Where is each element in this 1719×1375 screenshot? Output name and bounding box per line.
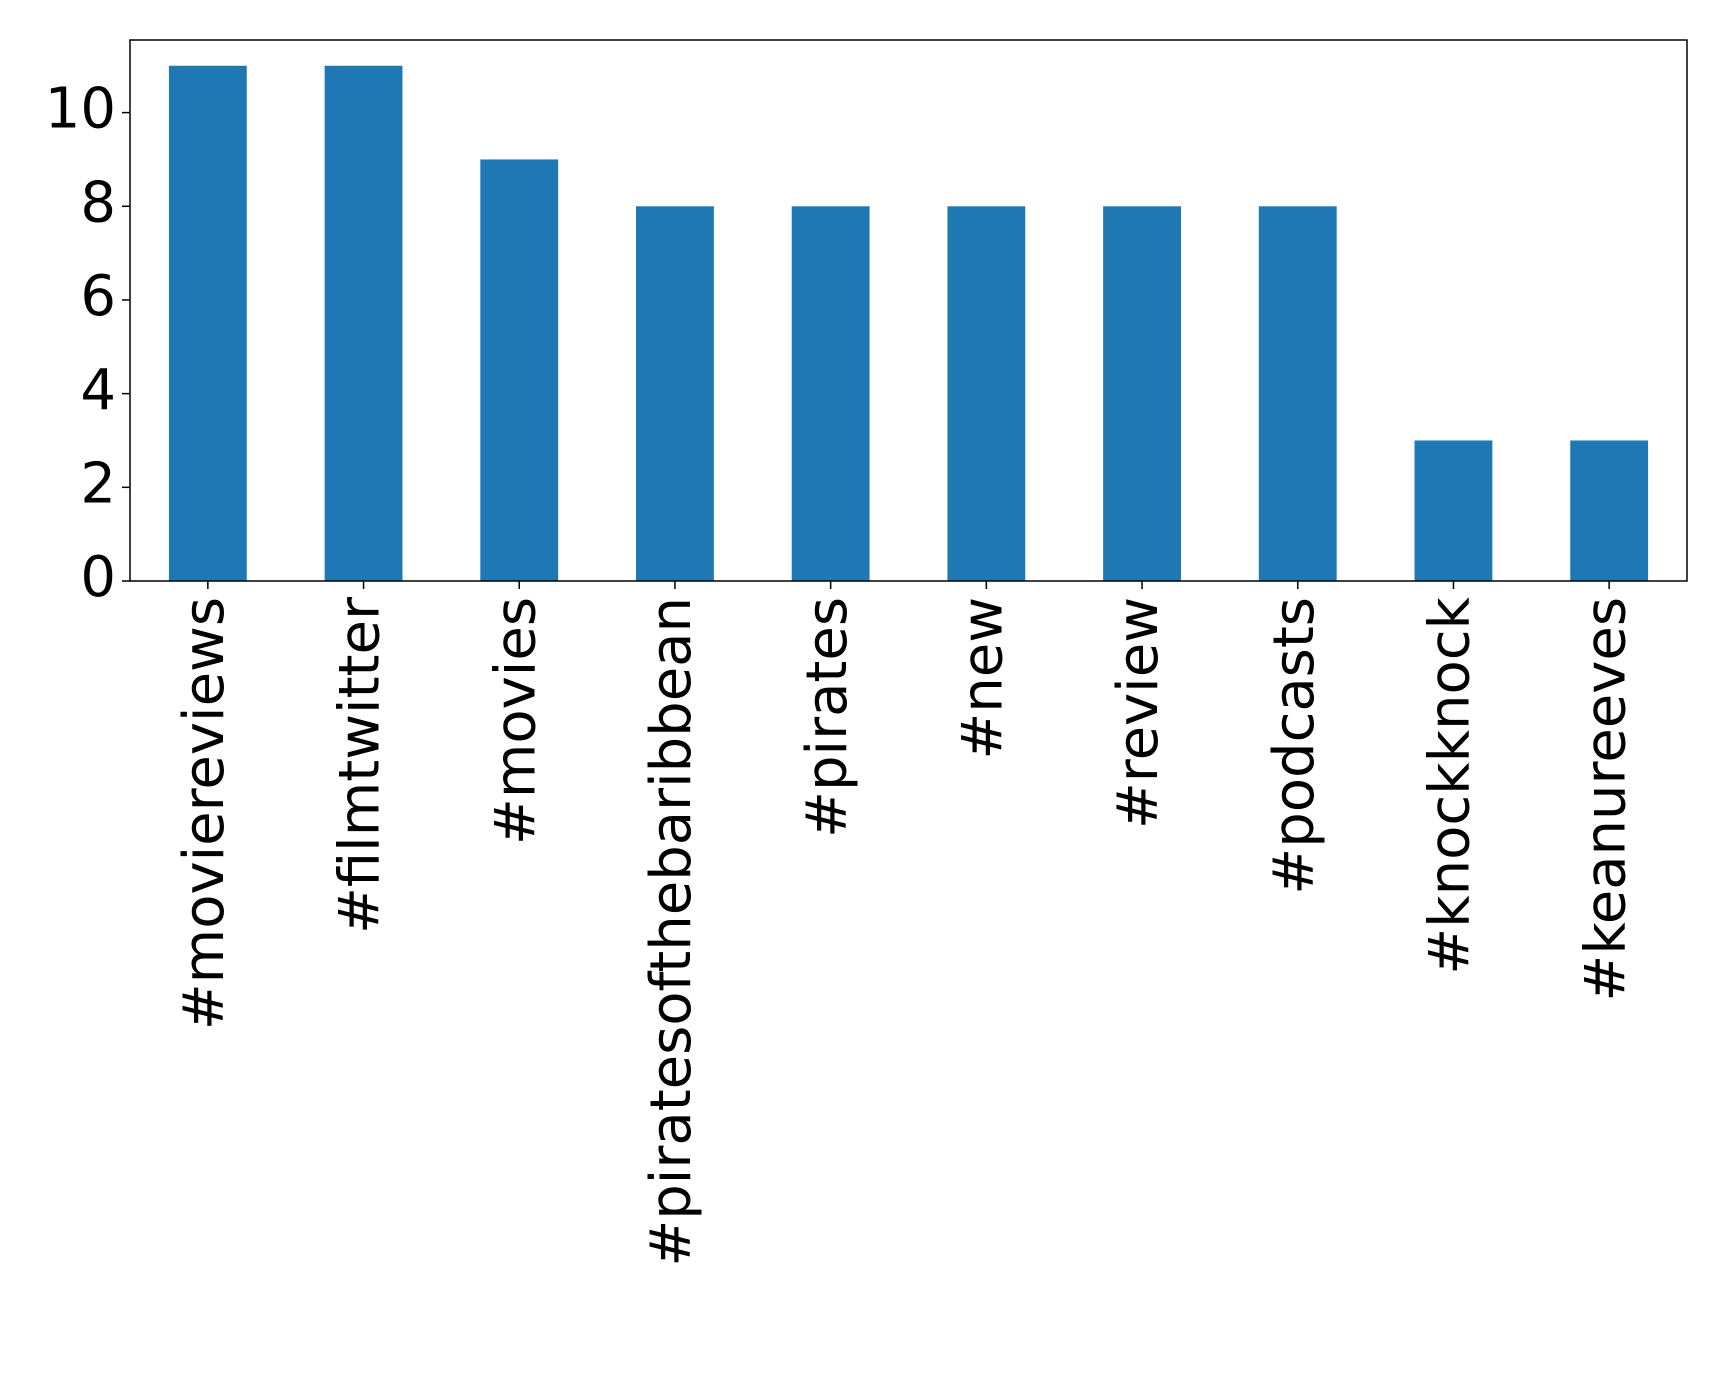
y-tick-label: 4 [80, 358, 116, 423]
x-tick-label: #new [950, 597, 1015, 760]
bar [1103, 206, 1181, 582]
x-tick-label: #knockknock [1418, 596, 1483, 974]
x-tick-label: #piratesofthebaribbean [639, 597, 704, 1267]
x-tick-label: #pirates [795, 597, 860, 838]
bar [636, 206, 714, 582]
x-tick-label: #podcasts [1262, 597, 1327, 895]
bar [1414, 440, 1493, 581]
bar [1258, 206, 1337, 582]
y-tick-label: 0 [80, 545, 116, 610]
bar [324, 65, 403, 581]
bar [1570, 440, 1649, 581]
y-tick-label: 2 [80, 451, 116, 516]
x-tick-label: #keanureeves [1573, 597, 1638, 1002]
bar [480, 159, 559, 581]
x-tick-label: #review [1106, 597, 1171, 829]
y-tick-label: 8 [80, 170, 116, 235]
y-tick-label: 10 [45, 77, 116, 142]
bar [791, 206, 870, 582]
x-tick-label: #moviereviews [172, 597, 237, 1030]
y-tick-label: 6 [80, 264, 116, 329]
bar [168, 65, 247, 581]
x-tick-label: #movies [483, 597, 548, 845]
plot-frame [129, 39, 1688, 582]
bar [947, 206, 1026, 582]
x-tick-label: #filmtwitter [328, 596, 393, 934]
